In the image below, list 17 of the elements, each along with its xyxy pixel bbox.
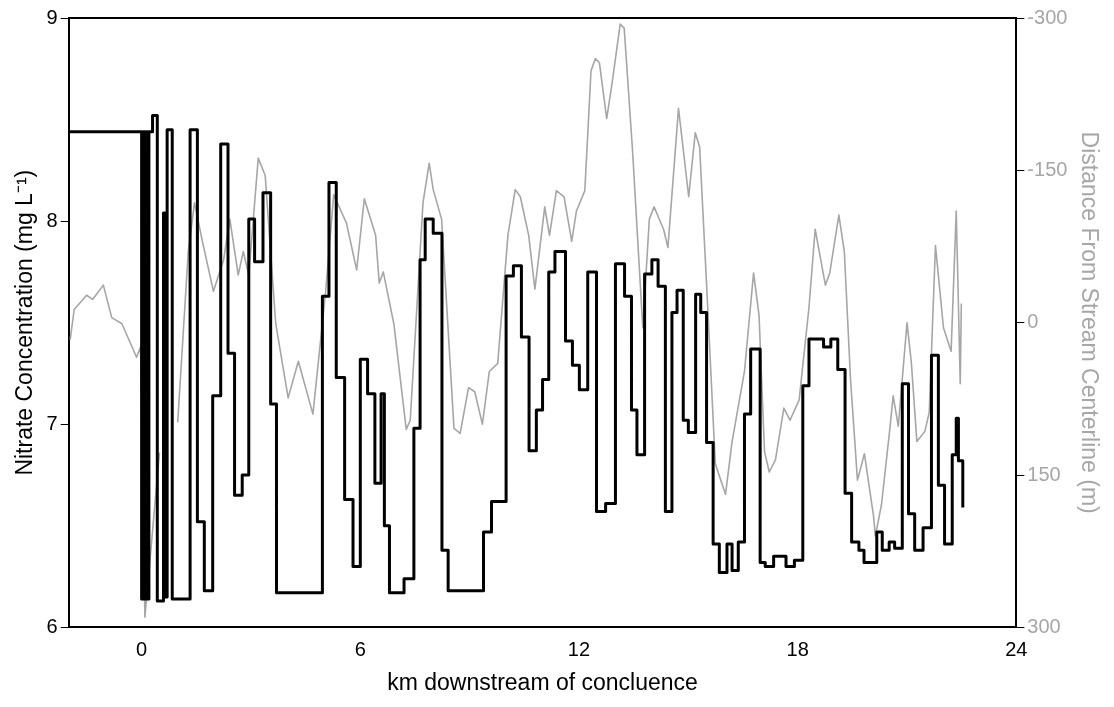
x-tick-label: 18: [786, 637, 809, 660]
y2-tick-label: 0: [1027, 310, 1039, 333]
x-tick-label: 12: [567, 637, 591, 660]
y2-tick-label: -150: [1027, 157, 1068, 180]
x-tick-label: 24: [1005, 637, 1028, 660]
x-tick-label: 0: [136, 637, 148, 660]
y-axis-title: Nitrate Concentration (mg L⁻¹): [11, 169, 38, 476]
y2-axis-title: Distance From Stream Centerline (m): [1076, 131, 1103, 514]
y2-tick-label: 150: [1027, 462, 1061, 485]
y-tick-label: 8: [46, 208, 58, 231]
y-tick-label: 9: [46, 5, 58, 28]
y-tick-label: 6: [46, 614, 58, 637]
x-axis-title: km downstream of concluence: [387, 668, 698, 695]
x-tick-label: 6: [354, 637, 366, 660]
y2-tick-label: 300: [1027, 614, 1061, 637]
y-tick-label: 7: [46, 411, 58, 434]
y2-tick-label: -300: [1027, 5, 1068, 28]
